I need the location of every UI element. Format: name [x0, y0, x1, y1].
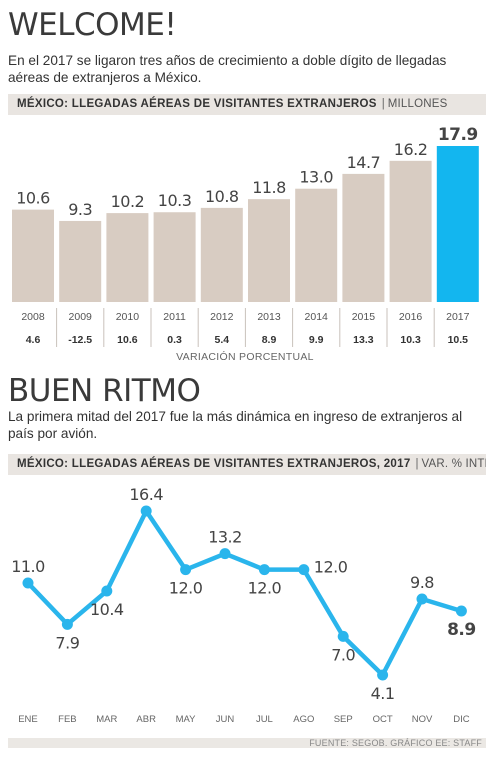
bar-2013: [248, 199, 290, 302]
month-label-AGO: AGO: [293, 714, 314, 725]
point-value-label-MAR: 10.4: [90, 600, 124, 619]
series-line: [25, 508, 464, 678]
point-value-label-DIC: 8.9: [447, 620, 476, 640]
bar-category-label-2013: 2013: [257, 311, 281, 323]
bar-value-label-2017: 17.9: [438, 125, 478, 145]
point-FEB: [61, 618, 73, 630]
variation-value-2016: 10.3: [400, 334, 421, 346]
bar-value-label-2015: 14.7: [347, 153, 381, 172]
variation-label: VARIACIÓN PORCENTUAL: [176, 350, 314, 363]
variation-value-2010: 10.6: [117, 334, 138, 346]
bar-chart-unit: MILLONES: [387, 98, 448, 110]
month-label-MAY: MAY: [176, 714, 197, 725]
month-label-DIC: DIC: [453, 714, 470, 725]
bar-category-label-2011: 2011: [163, 311, 186, 323]
bar-value-label-2009: 9.3: [68, 200, 92, 219]
line-chart-unit: VAR. % INTERANUAL: [421, 458, 486, 470]
point-value-label-AGO: 12.0: [314, 558, 348, 577]
point-SEP: [337, 630, 349, 642]
point-OCT: [377, 669, 389, 681]
point-MAR: [101, 585, 113, 597]
bar-2008: [12, 209, 54, 302]
bar-value-label-2012: 10.8: [205, 187, 239, 206]
bar-chart: 10.6 2008 4.6 9.3 2009 -12.5 10.2 2010 10.6 10.3 2…: [12, 125, 479, 363]
section1-title: WELCOME!: [8, 7, 177, 43]
point-ABR: [140, 505, 152, 517]
point-AGO: [298, 564, 310, 576]
bar-value-label-2011: 10.3: [158, 191, 192, 210]
bar-2009: [59, 220, 102, 302]
bar-value-label-2016: 16.2: [394, 140, 428, 159]
month-label-SEP: SEP: [334, 714, 353, 725]
month-label-NOV: NOV: [412, 714, 433, 725]
variation-value-2008: 4.6: [26, 334, 41, 346]
source-text: FUENTE: SEGOB. GRÁFICO EE: STAFF: [309, 738, 482, 748]
section2-subtitle: La primera mitad del 2017 fue la más din…: [8, 409, 463, 441]
bar-category-label-2017: 2017: [446, 311, 470, 323]
bar-2014: [295, 188, 338, 302]
bar-chart-header: MÉXICO: LLEGADAS AÉREAS DE VISITANTES EX…: [8, 94, 486, 115]
point-value-label-NOV: 9.8: [410, 573, 434, 592]
bar-category-label-2015: 2015: [352, 311, 376, 323]
point-ENE: [22, 577, 34, 589]
variation-value-2012: 5.4: [214, 334, 229, 346]
month-label-JUL: JUL: [256, 714, 273, 725]
month-label-ENE: ENE: [18, 714, 38, 725]
bar-value-label-2014: 13.0: [299, 168, 333, 187]
point-value-label-JUL: 12.0: [248, 579, 282, 598]
line-chart-title: MÉXICO: LLEGADAS AÉREAS DE VISITANTES EX…: [17, 458, 411, 470]
variation-value-2011: 0.3: [167, 334, 182, 346]
point-value-label-OCT: 4.1: [371, 684, 395, 703]
line-chart-header-separator: |: [415, 458, 419, 470]
bar-2016: [389, 160, 432, 302]
bar-category-label-2012: 2012: [210, 311, 234, 323]
point-value-label-SEP: 7.0: [331, 645, 355, 664]
section2-title: BUEN RITMO: [8, 373, 201, 409]
point-DIC: [455, 605, 467, 617]
variation-value-2009: -12.5: [68, 334, 92, 346]
source-footer: FUENTE: SEGOB. GRÁFICO EE: STAFF: [8, 738, 486, 748]
bar-2017: [436, 146, 479, 302]
point-value-label-ENE: 11.0: [11, 557, 45, 576]
point-JUN: [219, 548, 231, 560]
bar-chart-header-separator: |: [381, 98, 385, 110]
point-value-label-MAY: 12.0: [169, 579, 203, 598]
bar-2015: [342, 173, 385, 302]
month-label-JUN: JUN: [216, 714, 235, 725]
bar-2011: [153, 212, 196, 302]
variation-value-2014: 9.9: [309, 334, 324, 346]
bar-category-label-2009: 2009: [69, 311, 93, 323]
line-chart-header: MÉXICO: LLEGADAS AÉREAS DE VISITANTES EX…: [8, 454, 486, 475]
bar-category-label-2010: 2010: [116, 311, 140, 323]
variation-value-2015: 13.3: [353, 334, 374, 346]
point-value-label-ABR: 16.4: [129, 485, 163, 504]
bar-category-label-2014: 2014: [305, 311, 329, 323]
variation-value-2013: 8.9: [262, 334, 277, 346]
point-MAY: [180, 564, 192, 576]
bar-category-label-2016: 2016: [399, 311, 423, 323]
bar-value-label-2010: 10.2: [111, 192, 145, 211]
month-label-OCT: OCT: [373, 714, 393, 725]
point-NOV: [416, 593, 428, 605]
point-value-label-JUN: 13.2: [208, 528, 242, 547]
point-JUL: [258, 564, 270, 576]
bar-value-label-2013: 11.8: [252, 178, 286, 197]
bar-2010: [106, 213, 149, 302]
bar-value-label-2008: 10.6: [16, 189, 50, 208]
point-value-label-FEB: 7.9: [55, 633, 79, 652]
month-label-MAR: MAR: [96, 714, 117, 725]
bar-category-label-2008: 2008: [21, 311, 45, 323]
month-label-FEB: FEB: [58, 714, 76, 725]
month-label-ABR: ABR: [136, 714, 156, 725]
bar-2012: [200, 207, 243, 302]
bar-chart-title: MÉXICO: LLEGADAS AÉREAS DE VISITANTES EX…: [17, 98, 377, 110]
section1-subtitle: En el 2017 se ligaron tres años de creci…: [8, 53, 447, 85]
variation-value-2017: 10.5: [448, 334, 469, 346]
